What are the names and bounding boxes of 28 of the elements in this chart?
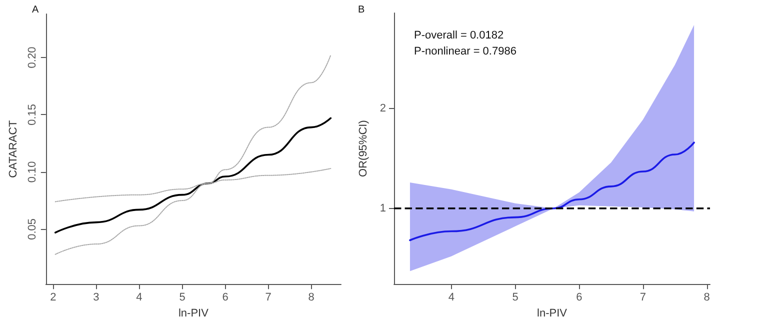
- x-tick-label: 8: [308, 292, 314, 304]
- y-tick-label: 0.10: [26, 161, 38, 183]
- x-axis-title: ln-PIV: [178, 308, 210, 320]
- x-tick-label: 7: [640, 292, 646, 304]
- annotation: P-overall = 0.0182: [414, 30, 504, 42]
- line-series: [54, 54, 332, 255]
- chart-title: A: [32, 4, 39, 16]
- x-tick-label: 6: [222, 292, 228, 304]
- x-tick-label: 4: [136, 292, 142, 304]
- x-axis-title: ln-PIV: [537, 308, 568, 320]
- x-tick-label: 4: [448, 292, 455, 304]
- x-tick-label: 6: [576, 292, 582, 304]
- line-series: [409, 142, 695, 242]
- x-tick-label: 5: [179, 292, 186, 304]
- x-tick-label: 8: [704, 292, 710, 304]
- x-tick-label: 7: [265, 292, 272, 304]
- chart-title: B: [358, 4, 365, 16]
- y-axis-title: OR(95%CI): [358, 120, 370, 177]
- x-tick-label: 3: [93, 292, 100, 304]
- x-tick-label: 5: [512, 292, 518, 304]
- y-tick-label: 1: [380, 202, 386, 214]
- y-tick-label: 0.15: [26, 104, 38, 126]
- y-axis-title: CATARACT: [8, 120, 20, 178]
- annotation: P-nonlinear = 0.7986: [414, 46, 516, 58]
- y-tick-label: 0.05: [26, 218, 38, 240]
- x-tick-label: 2: [50, 292, 56, 304]
- y-tick-label: 0.20: [26, 46, 38, 68]
- line-series: [54, 117, 332, 234]
